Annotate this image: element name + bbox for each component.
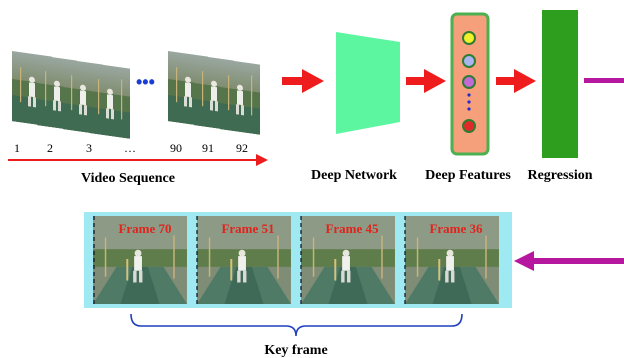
key-frame-label: Frame 51 xyxy=(221,221,274,236)
regression-block xyxy=(542,10,578,158)
arrow-to-regression xyxy=(496,69,536,93)
key-frame-strip: Frame 70 Frame 51 Frame 45 Frame 36 xyxy=(84,212,512,308)
frame-stack-right xyxy=(168,51,260,135)
frame-number: 1 xyxy=(14,141,20,155)
frame-numbers: 1 2 3 … 90 91 92 xyxy=(14,141,248,155)
video-sequence-frames xyxy=(12,51,260,139)
frame-number: 91 xyxy=(202,141,214,155)
key-frame-brace xyxy=(130,313,463,337)
frame-number: 90 xyxy=(170,141,182,155)
arrow-to-network xyxy=(282,69,324,93)
regression-output-line xyxy=(584,78,624,83)
frame-stack-left xyxy=(12,51,130,139)
key-frame-label: Frame 45 xyxy=(325,221,379,236)
frame-number: 3 xyxy=(86,141,92,155)
regression-label: Regression xyxy=(527,168,592,183)
frame-number: 92 xyxy=(236,141,248,155)
key-frame-36 xyxy=(404,216,499,304)
deep-features-label: Deep Features xyxy=(425,168,511,183)
frame-number: … xyxy=(124,141,136,155)
deep-network-label: Deep Network xyxy=(311,168,397,183)
key-frame-label: Frame 70 xyxy=(118,221,171,236)
key-frame-45 xyxy=(300,216,395,304)
frame-number: 2 xyxy=(47,141,53,155)
key-frame-70 xyxy=(93,216,187,304)
arrow-to-features xyxy=(406,69,446,93)
timeline-arrow xyxy=(8,154,268,166)
key-frame-label: Frame 36 xyxy=(429,221,483,236)
key-frame-51 xyxy=(196,216,291,304)
deep-features-block xyxy=(450,12,490,156)
video-sequence-label: Video Sequence xyxy=(81,171,175,186)
key-frame-caption: Key frame xyxy=(264,343,327,358)
sequence-ellipsis: ••• xyxy=(136,72,155,92)
deep-network-block xyxy=(336,32,400,134)
arrow-to-key-frames xyxy=(514,251,624,271)
